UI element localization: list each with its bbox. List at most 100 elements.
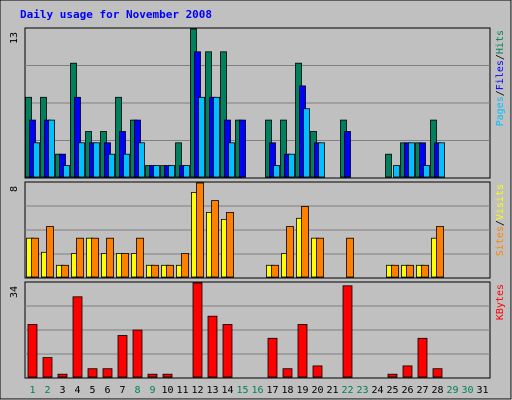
x-tick-label: 8	[134, 385, 140, 396]
legend-entry: /	[495, 90, 506, 96]
bar-sites-9	[151, 264, 159, 278]
series-pages	[33, 96, 445, 178]
bar-pages-9	[153, 165, 160, 178]
legend-entry: Hits	[495, 30, 506, 54]
legend-entry: Visits	[495, 184, 506, 220]
x-tick-label: 3	[59, 385, 65, 396]
series-kbytes	[27, 282, 443, 378]
bar-hits-18	[280, 119, 287, 178]
x-tick-label: 14	[221, 385, 233, 396]
bar-pages-19	[303, 108, 310, 178]
bar-sites-3	[61, 264, 69, 278]
x-tick-label: 7	[119, 385, 125, 396]
bar-pages-5	[93, 142, 100, 178]
bar-kbytes-17	[267, 337, 278, 378]
x-tick-label: 9	[149, 385, 155, 396]
series-sites	[31, 182, 444, 278]
legend-entry: Pages	[495, 96, 506, 126]
bar-kbytes-1	[27, 324, 38, 378]
series-files	[29, 51, 441, 178]
bar-sites-5	[91, 237, 99, 278]
bar-sites-26	[406, 264, 414, 278]
bar-sites-4	[76, 237, 84, 278]
bar-sites-27	[421, 264, 429, 278]
bar-pages-10	[168, 165, 175, 178]
bar-hits-25	[385, 153, 392, 178]
x-tick-label: 29	[446, 385, 458, 396]
bar-kbytes-14	[222, 324, 233, 378]
panel-kbytes: 34 KBytes	[9, 281, 506, 379]
panel-visits_sites: 8 Sites/Visits	[9, 181, 506, 279]
bar-sites-28	[436, 226, 444, 278]
bar-hits-14	[220, 51, 227, 178]
bar-kbytes-7	[117, 335, 128, 378]
bar-sites-22	[346, 237, 354, 278]
bar-sites-18	[286, 226, 294, 278]
legend-entry: /	[495, 220, 506, 226]
legend: Pages/Files/Hits	[495, 30, 506, 126]
bar-hits-11	[175, 142, 182, 178]
bar-kbytes-26	[402, 365, 413, 378]
legend-entry: Files	[495, 60, 506, 90]
bar-pages-14	[228, 142, 235, 178]
bar-pages-2	[48, 119, 55, 178]
bar-kbytes-19	[297, 324, 308, 378]
bar-sites-12	[196, 182, 204, 278]
bar-kbytes-25	[387, 373, 398, 378]
legend: KBytes	[495, 284, 506, 320]
bar-files-15	[239, 119, 246, 178]
bar-kbytes-13	[207, 315, 218, 378]
x-tick-label: 11	[176, 385, 188, 396]
bar-pages-11	[183, 165, 190, 178]
x-tick-label: 30	[461, 385, 473, 396]
bar-kbytes-20	[312, 365, 323, 378]
legend-entry: /	[495, 54, 506, 60]
x-tick-label: 20	[311, 385, 323, 396]
bar-sites-25	[391, 264, 399, 278]
x-tick-label: 13	[206, 385, 218, 396]
bar-kbytes-27	[417, 337, 428, 378]
x-tick-label: 21	[326, 385, 338, 396]
x-tick-label: 15	[236, 385, 248, 396]
y-max-label: 13	[9, 32, 20, 44]
bar-sites-20	[316, 237, 324, 278]
bar-pages-8	[138, 142, 145, 178]
bar-pages-20	[318, 142, 325, 178]
x-tick-label: 28	[431, 385, 443, 396]
bar-files-17	[269, 142, 276, 178]
y-max-label: 8	[9, 186, 20, 192]
bar-pages-12	[198, 96, 205, 178]
x-tick-label: 26	[401, 385, 413, 396]
bar-pages-18	[288, 153, 295, 178]
bar-pages-13	[213, 96, 220, 178]
bar-kbytes-12	[192, 282, 203, 378]
bar-sites-11	[181, 253, 189, 278]
x-tick-label: 19	[296, 385, 308, 396]
bar-pages-17	[273, 165, 280, 178]
bar-kbytes-2	[42, 357, 53, 378]
bar-kbytes-22	[342, 285, 353, 378]
x-tick-label: 23	[356, 385, 368, 396]
legend-entry: Sites	[495, 226, 506, 256]
x-tick-label: 16	[251, 385, 263, 396]
bar-pages-3	[63, 165, 70, 178]
bar-sites-1	[31, 237, 39, 278]
bar-kbytes-8	[132, 329, 143, 378]
bar-kbytes-6	[102, 368, 113, 378]
x-tick-label: 12	[191, 385, 203, 396]
bar-pages-1	[33, 142, 40, 178]
x-tick-label: 4	[74, 385, 80, 396]
legend: Sites/Visits	[495, 184, 506, 256]
chart-title: Daily usage for November 2008	[20, 8, 212, 21]
bar-sites-19	[301, 206, 309, 278]
bar-kbytes-9	[147, 373, 158, 378]
bar-sites-7	[121, 253, 129, 278]
bar-kbytes-18	[282, 368, 293, 378]
bar-sites-8	[136, 237, 144, 278]
bar-pages-25	[393, 165, 400, 178]
bar-sites-14	[226, 211, 234, 278]
bar-kbytes-5	[87, 368, 98, 378]
bar-files-22	[344, 131, 351, 178]
x-tick-label: 6	[104, 385, 110, 396]
x-tick-label: 10	[161, 385, 173, 396]
